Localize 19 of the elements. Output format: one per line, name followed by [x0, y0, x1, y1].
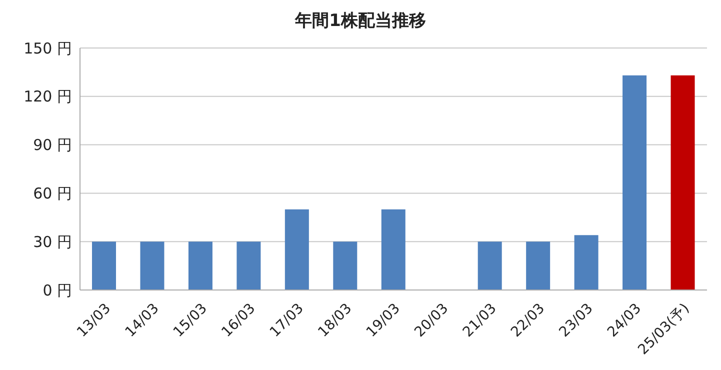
- chart-title: 年間1株配当推移: [294, 10, 427, 33]
- bar: [333, 242, 358, 290]
- bar: [478, 242, 502, 290]
- y-tick-label: 60 円: [33, 184, 72, 203]
- bar: [574, 235, 598, 290]
- bar: [284, 209, 309, 290]
- bar: [622, 75, 647, 290]
- y-tick-label: 120 円: [24, 88, 72, 106]
- bar: [381, 209, 406, 290]
- bar: [92, 242, 116, 290]
- y-tick-label: 150 円: [24, 39, 72, 58]
- y-tick-label: 30 円: [33, 232, 72, 251]
- bar: [188, 242, 212, 290]
- y-tick-label: 90 円: [33, 136, 72, 154]
- bar: [670, 75, 695, 290]
- y-tick-label: 0 円: [42, 281, 72, 300]
- bar: [526, 242, 550, 290]
- bar: [236, 242, 261, 290]
- bar: [140, 242, 164, 290]
